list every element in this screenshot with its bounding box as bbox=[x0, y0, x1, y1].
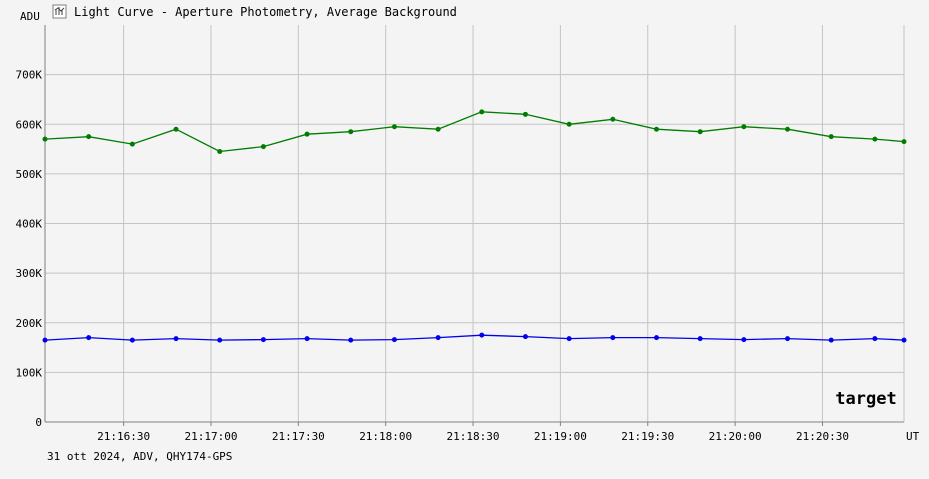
data-point bbox=[785, 126, 791, 132]
data-point bbox=[217, 337, 223, 343]
x-tick-label: 21:18:00 bbox=[359, 430, 412, 443]
data-point bbox=[42, 337, 48, 343]
data-point bbox=[785, 336, 791, 342]
data-point bbox=[653, 335, 659, 341]
data-point bbox=[828, 337, 834, 343]
data-point bbox=[610, 335, 616, 341]
data-point bbox=[566, 336, 572, 342]
data-point bbox=[566, 121, 572, 127]
data-point bbox=[391, 124, 397, 130]
data-point bbox=[260, 144, 266, 150]
series-layer bbox=[42, 109, 907, 343]
target-annotation: target bbox=[835, 389, 896, 409]
data-point bbox=[741, 337, 747, 343]
data-point bbox=[479, 109, 485, 115]
y-tick-label: 200K bbox=[16, 317, 43, 330]
y-tick-label: 600K bbox=[16, 118, 43, 131]
data-point bbox=[901, 139, 907, 145]
x-tick-label: 21:16:30 bbox=[97, 430, 150, 443]
chart-title: Light Curve - Aperture Photometry, Avera… bbox=[74, 5, 457, 19]
y-tick-label: 300K bbox=[16, 267, 43, 280]
y-tick-label: 100K bbox=[16, 366, 43, 379]
chart-icon bbox=[52, 4, 67, 19]
y-tick-label: 0 bbox=[35, 416, 42, 429]
data-point bbox=[522, 334, 528, 340]
data-point bbox=[304, 131, 310, 137]
data-point bbox=[435, 335, 441, 341]
data-point bbox=[260, 337, 266, 343]
x-tick-label: 21:19:00 bbox=[534, 430, 587, 443]
data-point bbox=[86, 335, 92, 341]
data-point bbox=[173, 126, 179, 132]
data-point bbox=[741, 124, 747, 130]
data-point bbox=[522, 111, 528, 117]
data-point bbox=[872, 136, 878, 142]
labels-layer: 0 100K 200K 300K 400K 500K 600K 700K 21:16:30 21:… bbox=[16, 69, 849, 443]
data-point bbox=[348, 129, 354, 135]
data-point bbox=[304, 336, 310, 342]
x-tick-label: 21:19:30 bbox=[621, 430, 674, 443]
data-point bbox=[129, 337, 135, 343]
data-point bbox=[653, 126, 659, 132]
x-tick-label: 21:20:00 bbox=[709, 430, 762, 443]
data-point bbox=[828, 134, 834, 140]
data-point bbox=[697, 336, 703, 342]
data-point bbox=[129, 141, 135, 147]
data-point bbox=[348, 337, 354, 343]
y-tick-label: 700K bbox=[16, 69, 43, 82]
data-point bbox=[86, 134, 92, 140]
data-point bbox=[697, 129, 703, 135]
data-point bbox=[872, 336, 878, 342]
x-axis-unit-label: UT bbox=[906, 430, 920, 443]
data-point bbox=[610, 116, 616, 122]
footer-info: 31 ott 2024, ADV, QHY174-GPS bbox=[47, 450, 232, 463]
data-point bbox=[435, 126, 441, 132]
x-tick-label: 21:20:30 bbox=[796, 430, 849, 443]
x-tick-label: 21:18:30 bbox=[447, 430, 500, 443]
y-tick-label: 500K bbox=[16, 168, 43, 181]
data-point bbox=[479, 332, 485, 338]
x-tick-label: 21:17:00 bbox=[184, 430, 237, 443]
y-tick-label: 400K bbox=[16, 218, 43, 231]
data-point bbox=[217, 149, 223, 155]
series-0 bbox=[42, 109, 907, 155]
x-tick-label: 21:17:30 bbox=[272, 430, 325, 443]
grid bbox=[45, 25, 904, 422]
data-point bbox=[901, 337, 907, 343]
data-point bbox=[42, 136, 48, 142]
axes bbox=[44, 25, 905, 426]
data-point bbox=[173, 336, 179, 342]
y-axis-label: ADU bbox=[20, 10, 40, 23]
series-1 bbox=[42, 332, 907, 343]
data-point bbox=[391, 337, 397, 343]
